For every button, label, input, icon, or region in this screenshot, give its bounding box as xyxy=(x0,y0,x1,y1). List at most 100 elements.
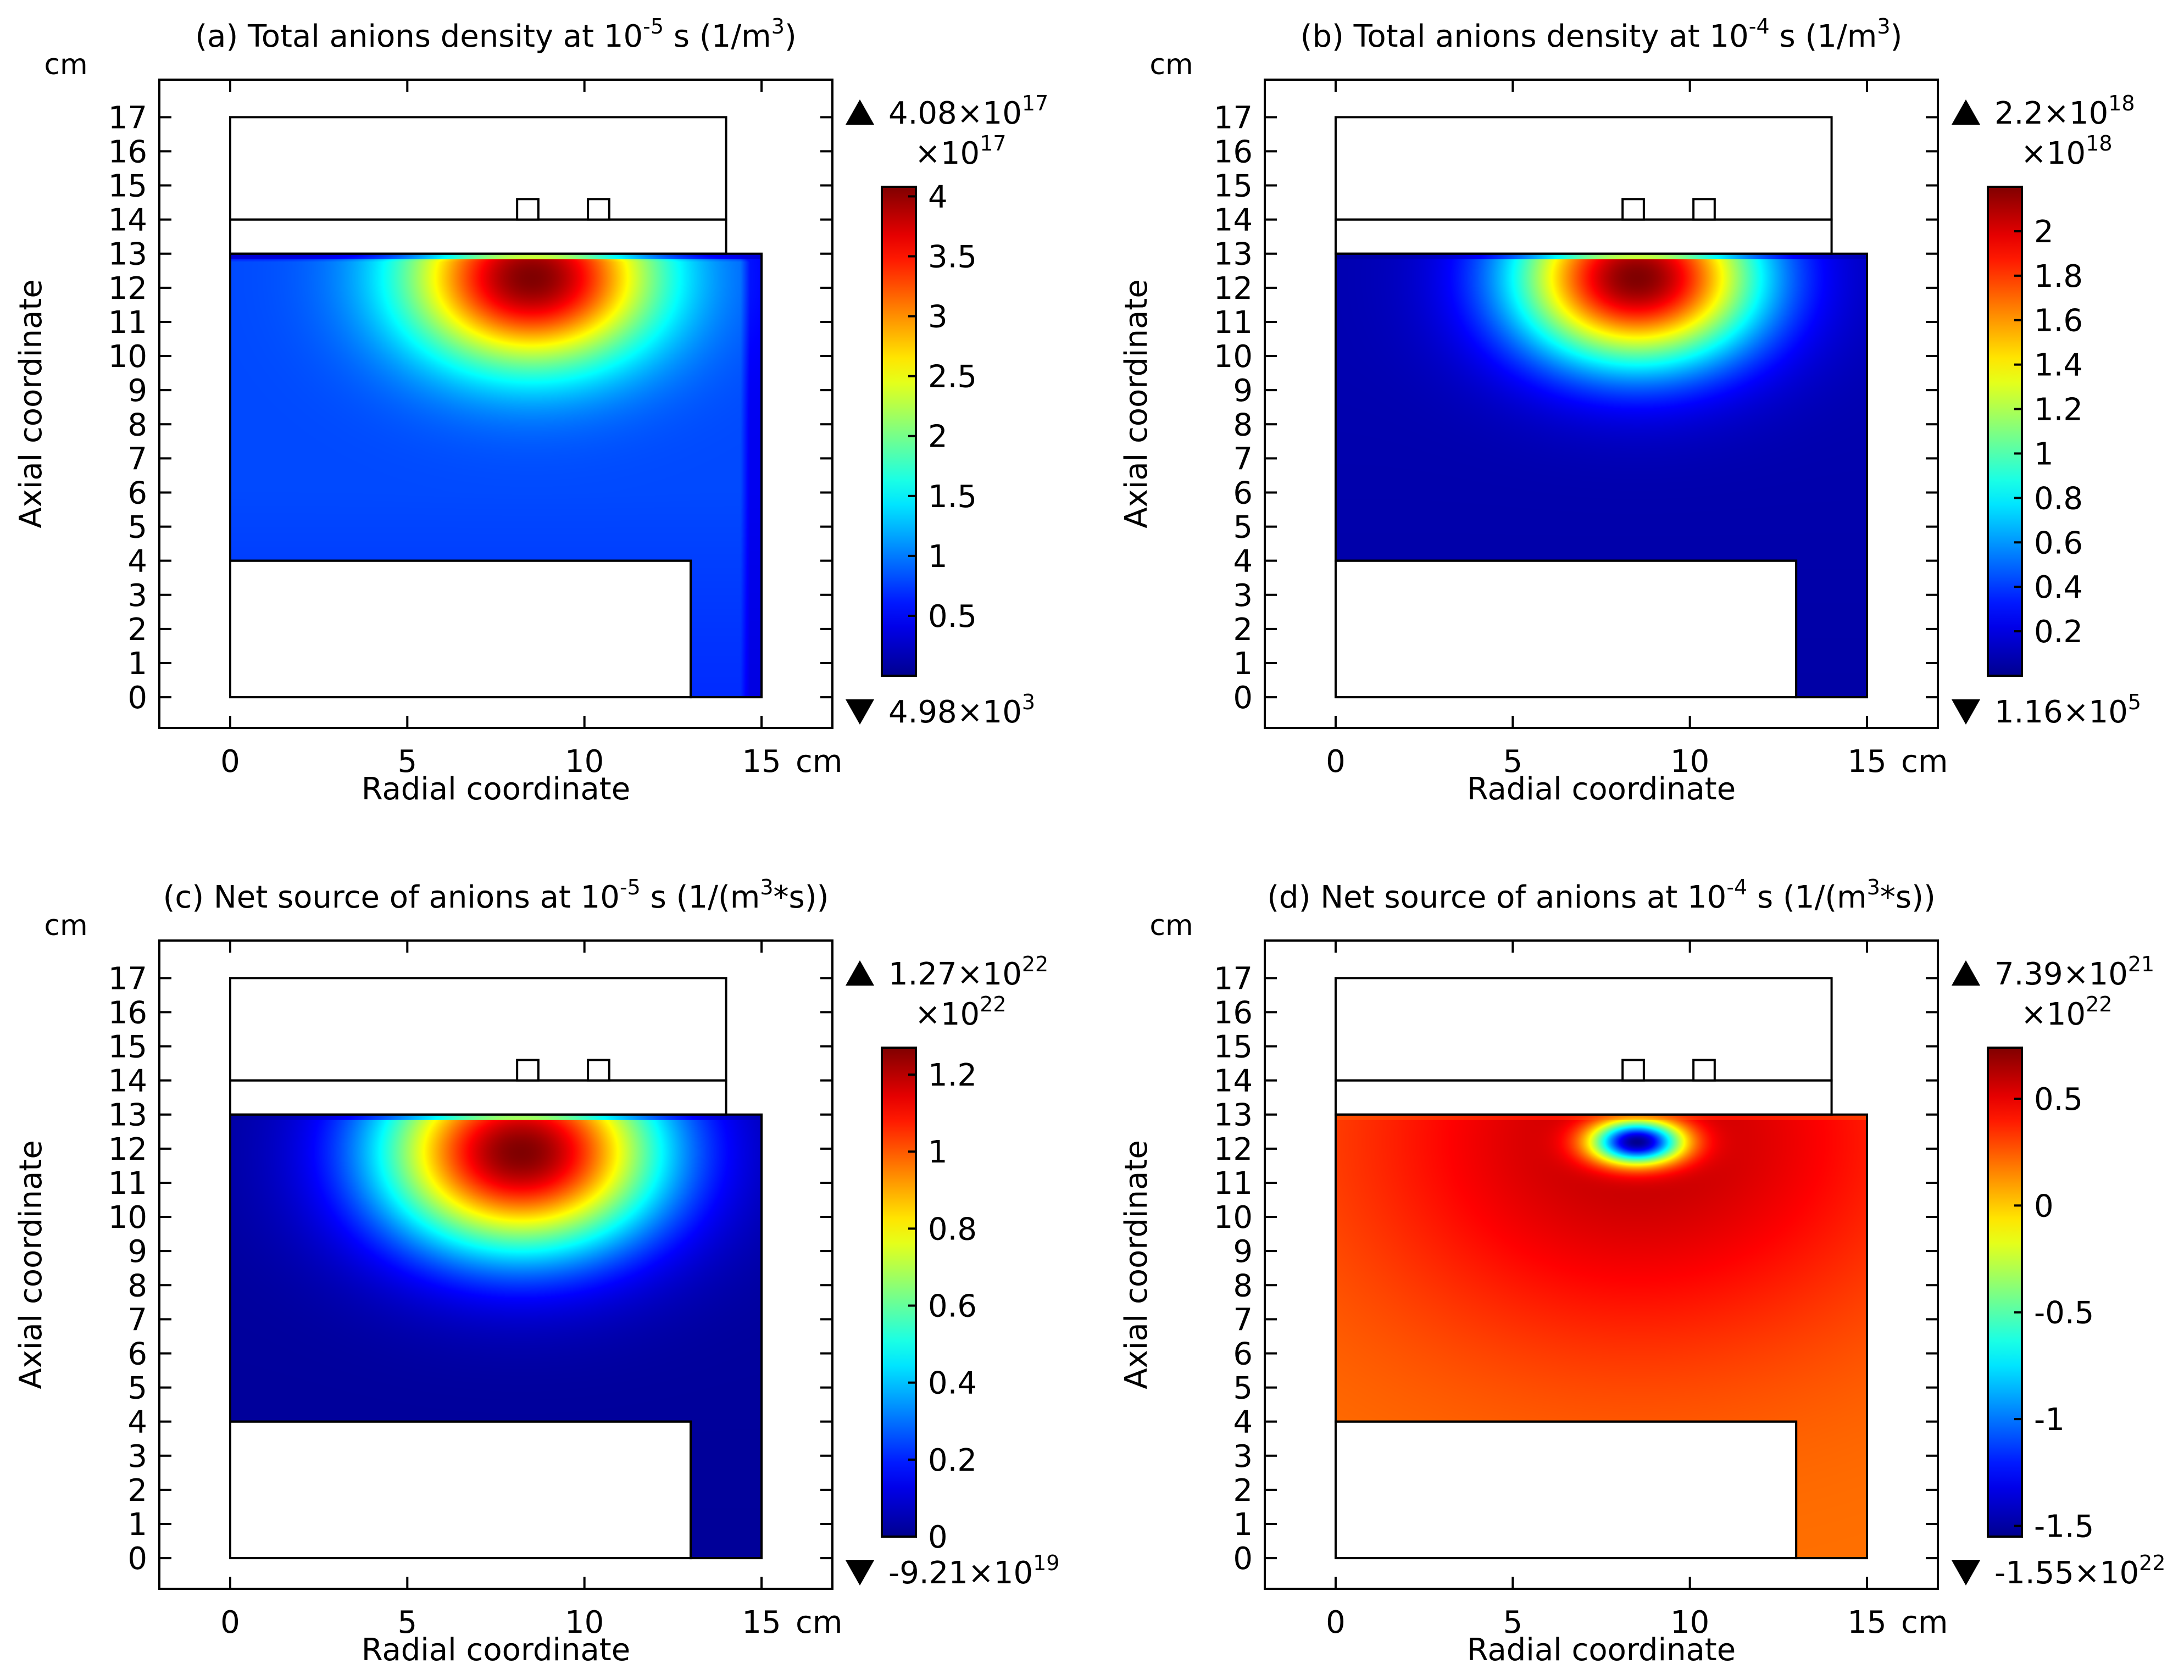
colorbar-tick-label: 3.5 xyxy=(928,240,977,275)
text-part: 4.98×10 xyxy=(888,694,1022,730)
superscript: 17 xyxy=(1022,91,1048,115)
y-tick-label: 13 xyxy=(108,237,147,272)
x-tick-label: 0 xyxy=(220,1605,240,1640)
colorbar-tick-label: 1 xyxy=(2034,436,2054,472)
axes-frame xyxy=(1264,939,1939,1590)
colorbar-tick-label: 0.6 xyxy=(2034,525,2083,561)
y-tick-label: 5 xyxy=(127,1371,147,1406)
y-tick-label: 3 xyxy=(127,578,147,614)
colorbar-tick-label: 0.5 xyxy=(928,599,977,635)
y-tick-label: 4 xyxy=(1233,544,1253,580)
y-tick-label: 5 xyxy=(127,510,147,546)
panel-c: (c) Net source of anions at 10-5 s (1/(m… xyxy=(13,875,1059,1668)
y-tick-label: 8 xyxy=(1233,407,1253,443)
y-tick-label: 14 xyxy=(1214,1064,1253,1099)
text-part: ×10 xyxy=(915,136,980,171)
y-tick-label: 6 xyxy=(1233,1336,1253,1372)
dielectric-window xyxy=(1334,218,1833,255)
y-tick-label: 5 xyxy=(1233,1371,1253,1406)
y-axis-label: Axial coordinate xyxy=(1119,279,1154,528)
y-tick-label: 7 xyxy=(1233,1302,1253,1338)
coil-1 xyxy=(516,198,540,221)
y-tick-label: 3 xyxy=(1233,1439,1253,1475)
colorbar-tick-label: 1 xyxy=(928,539,948,575)
colorbar-tick-label: 0 xyxy=(928,1520,948,1555)
colorbar-scale-label: ×1018 xyxy=(2021,131,2113,171)
colorbar-tick-label: 1 xyxy=(928,1134,948,1170)
field-min-label: 4.98×103 xyxy=(888,690,1035,730)
x-tick-label: 0 xyxy=(1326,744,1346,780)
axes-frame xyxy=(158,939,833,1590)
y-tick-label: 11 xyxy=(1214,305,1253,341)
superscript: 3 xyxy=(1877,14,1890,38)
y-tick-label: 9 xyxy=(127,1234,147,1270)
x-unit-label: cm xyxy=(1901,744,1948,780)
superscript: 22 xyxy=(2086,992,2112,1016)
coil-2 xyxy=(1692,1059,1716,1082)
y-axis-label: Axial coordinate xyxy=(13,1140,49,1389)
y-tick-label: 4 xyxy=(1233,1405,1253,1440)
y-tick-label: 2 xyxy=(127,1473,147,1509)
x-tick-label: 15 xyxy=(742,744,781,780)
y-unit-label: cm xyxy=(1149,48,1193,81)
x-unit-label: cm xyxy=(796,1605,842,1640)
text-part: (b) Total anions density at 10 xyxy=(1301,19,1749,54)
text-part: s (1/m xyxy=(664,19,771,54)
x-tick-label: 10 xyxy=(565,744,604,780)
y-tick-label: 4 xyxy=(127,1405,147,1440)
superscript: -4 xyxy=(1749,14,1770,38)
y-tick-label: 8 xyxy=(1233,1268,1253,1304)
superscript: 21 xyxy=(2128,952,2154,976)
panel-title: (c) Net source of anions at 10-5 s (1/(m… xyxy=(163,875,829,915)
superscript: -5 xyxy=(643,14,664,38)
y-tick-label: 12 xyxy=(108,271,147,307)
colorbar xyxy=(1987,186,2023,677)
panel-title: (b) Total anions density at 10-4 s (1/m3… xyxy=(1301,14,1903,54)
dielectric-window xyxy=(229,218,727,255)
y-tick-label: 1 xyxy=(1233,1507,1253,1543)
x-axis-label: Radial coordinate xyxy=(1467,1632,1736,1668)
heatmap-field xyxy=(1335,1114,1867,1558)
y-tick-label: 11 xyxy=(1214,1166,1253,1201)
y-tick-label: 10 xyxy=(108,1200,147,1236)
panel-d: (d) Net source of anions at 10-4 s (1/(m… xyxy=(1119,875,2165,1668)
colorbar xyxy=(881,1047,917,1538)
dielectric-window xyxy=(1334,1079,1833,1116)
coil-1 xyxy=(1621,1059,1645,1082)
axes-frame xyxy=(1264,79,1939,729)
x-tick-label: 15 xyxy=(742,1605,781,1640)
text-part: s (1/(m xyxy=(641,880,760,915)
y-tick-label: 1 xyxy=(127,646,147,682)
colorbar xyxy=(1987,1047,2023,1538)
y-tick-label: 9 xyxy=(127,373,147,409)
y-tick-label: 14 xyxy=(108,203,147,238)
text-part: (a) Total anions density at 10 xyxy=(195,19,643,54)
colorbar-tick-label: 0.8 xyxy=(928,1211,977,1247)
max-triangle-icon xyxy=(846,99,874,125)
colorbar-tick-label: 0.8 xyxy=(2034,481,2083,516)
colorbar-tick-label: 2.5 xyxy=(928,359,977,395)
panel-title: (d) Net source of anions at 10-4 s (1/(m… xyxy=(1267,875,1936,915)
y-tick-label: 0 xyxy=(1233,680,1253,716)
colorbar-tick-label: 0.6 xyxy=(928,1289,977,1325)
x-tick-label: 15 xyxy=(1847,1605,1886,1640)
upper-chamber xyxy=(1334,977,1833,1082)
y-tick-label: 10 xyxy=(108,339,147,375)
text-part: s (1/m xyxy=(1770,19,1877,54)
y-tick-label: 16 xyxy=(1214,995,1253,1031)
max-triangle-icon xyxy=(846,960,874,986)
y-tick-label: 0 xyxy=(127,680,147,716)
text-part: s (1/(m xyxy=(1747,880,1867,915)
y-tick-label: 7 xyxy=(127,1302,147,1338)
superscript: 17 xyxy=(980,131,1006,155)
field-max-label: 4.08×1017 xyxy=(888,91,1048,131)
coil-2 xyxy=(1692,198,1716,221)
colorbar-tick-label: 0.2 xyxy=(928,1443,977,1478)
colorbar-tick-label: 1.5 xyxy=(928,479,977,515)
y-tick-label: 1 xyxy=(1233,646,1253,682)
y-tick-label: 3 xyxy=(127,1439,147,1475)
field-min-label: -9.21×1019 xyxy=(888,1551,1059,1591)
colorbar-tick-label: 0 xyxy=(2034,1188,2054,1224)
